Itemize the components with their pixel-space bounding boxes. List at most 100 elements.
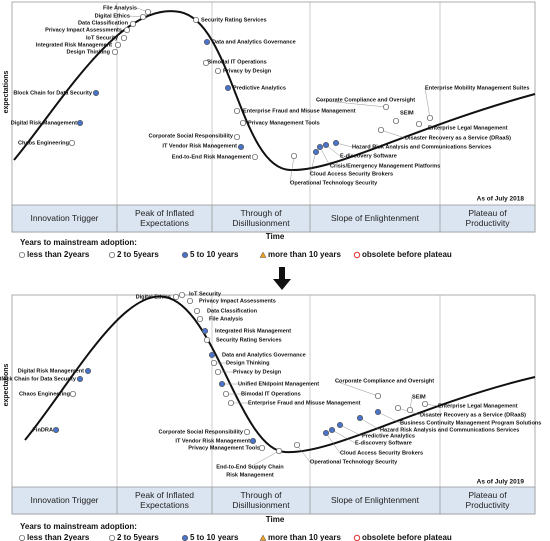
technology-label: Enterprise Legal Management <box>438 403 518 409</box>
technology-label: Corporate Social Responsibility <box>148 133 233 139</box>
technology-label: Corporate Compliance and Oversight <box>335 378 434 384</box>
marker <box>293 441 301 449</box>
leader-line <box>319 146 331 167</box>
technology-label: Predictive Analytics <box>233 85 286 91</box>
marker <box>258 444 266 452</box>
hype-cycle-panel: Innovation Trigger Peak of InflatedExpect… <box>0 291 541 541</box>
technology-label: Enterprise Fraud and Misuse Management <box>243 108 356 114</box>
marker <box>290 152 298 160</box>
phase-label: Slope of Enlightenment <box>331 495 420 505</box>
technology-label: Privacy Management Tools <box>188 445 260 451</box>
leader-line <box>249 450 280 468</box>
leader-line <box>325 432 341 454</box>
phase-label: Through of <box>240 490 282 500</box>
technology-label: File Analysis <box>103 5 137 11</box>
marker <box>68 139 76 147</box>
marker <box>392 117 400 125</box>
technology-label: Bimodal IT Operations <box>241 391 301 397</box>
legend-title: Years to mainstream adoption: <box>20 522 137 531</box>
technology-label: Data and Analytics Governance <box>212 39 296 45</box>
phase-label: Disillusionment <box>232 500 290 510</box>
marker <box>193 307 201 315</box>
marker <box>196 315 204 323</box>
technology-label: FinDRA <box>32 427 53 433</box>
technology-label: Bimodal IT Operations <box>207 59 267 65</box>
phase-label: Expectations <box>140 500 189 510</box>
legend-item: less than 2years <box>27 533 90 541</box>
marker <box>111 48 119 56</box>
marker <box>203 336 211 344</box>
leader-line <box>296 444 311 463</box>
phase-band <box>11 486 536 515</box>
marker <box>139 13 147 21</box>
marker <box>114 41 122 49</box>
leader-line <box>424 87 431 119</box>
technology-label: Disaster Recovery as a Service (DRaaS) <box>420 412 526 418</box>
marker <box>203 38 211 46</box>
legend-item: 5 to 10 years <box>190 250 239 259</box>
leader-line <box>315 99 387 108</box>
marker <box>382 103 390 111</box>
marker <box>322 141 330 149</box>
technology-label: Chaos Engineering <box>19 391 71 397</box>
technology-label: Enterprise Fraud and Misuse Management <box>248 400 361 406</box>
phase-label: Disillusionment <box>232 218 290 228</box>
marker <box>328 426 336 434</box>
technology-label: Digital Risk Management <box>11 120 77 126</box>
phase-label: Productivity <box>466 500 511 510</box>
marker <box>214 67 222 75</box>
marker <box>353 534 361 541</box>
legend-item: obsolete before plateau <box>362 533 452 541</box>
marker <box>76 119 84 127</box>
technology-label: End-to-End Risk Management <box>172 154 251 160</box>
technology-label: IoT Security <box>189 291 222 297</box>
marker <box>227 399 235 407</box>
phase-label: Productivity <box>466 218 511 228</box>
phase-label: Innovation Trigger <box>30 213 98 223</box>
marker <box>233 133 241 141</box>
marker <box>218 380 226 388</box>
down-arrow <box>273 267 291 290</box>
legend-item: more than 10 years <box>268 533 341 541</box>
marker <box>421 400 429 408</box>
technology-label: Enterprise Legal Management <box>428 125 508 131</box>
technology-label: Security Rating Services <box>201 17 267 23</box>
marker <box>108 251 116 259</box>
leader-line <box>359 417 381 431</box>
legend-item: more than 10 years <box>268 250 341 259</box>
technology-label: SEIM <box>400 110 414 116</box>
marker <box>69 390 77 398</box>
legend-item: less than 2years <box>27 250 90 259</box>
phase-label: Plateau of <box>468 208 507 218</box>
legend-item: 2 to 5years <box>117 533 159 541</box>
marker <box>406 406 414 414</box>
leader-line <box>339 424 363 437</box>
legend-item: 2 to 5years <box>117 250 159 259</box>
marker <box>374 392 382 400</box>
marker <box>415 120 423 128</box>
marker <box>120 34 128 42</box>
marker <box>394 404 402 412</box>
technology-label: Corporate Social Responsibility <box>158 429 243 435</box>
technology-label: E-discovery Software <box>340 153 397 159</box>
technology-label: Integrated Risk Management <box>36 42 112 48</box>
technology-label: Predictive Analytics <box>362 433 415 439</box>
technology-label: Cloud Access Security Brokers <box>340 450 423 456</box>
phase-band <box>11 204 536 233</box>
technology-label: Privacy Management Tools <box>248 120 320 126</box>
legend-item: 5 to 10 years <box>190 533 239 541</box>
technology-label: IT Vendor Risk Management <box>162 143 237 149</box>
marker <box>249 437 257 445</box>
marker <box>332 139 340 147</box>
marker <box>210 359 218 367</box>
marker <box>214 368 222 376</box>
marker <box>76 375 84 383</box>
technology-label: Block Chain for Data Security <box>13 90 93 96</box>
technology-label: End-to-End Supply Chain <box>216 464 284 470</box>
leader-line <box>377 411 401 424</box>
technology-label: Privacy by Design <box>233 369 282 375</box>
marker <box>181 534 189 541</box>
x-axis-label: Time <box>266 232 285 241</box>
marker <box>129 20 137 28</box>
